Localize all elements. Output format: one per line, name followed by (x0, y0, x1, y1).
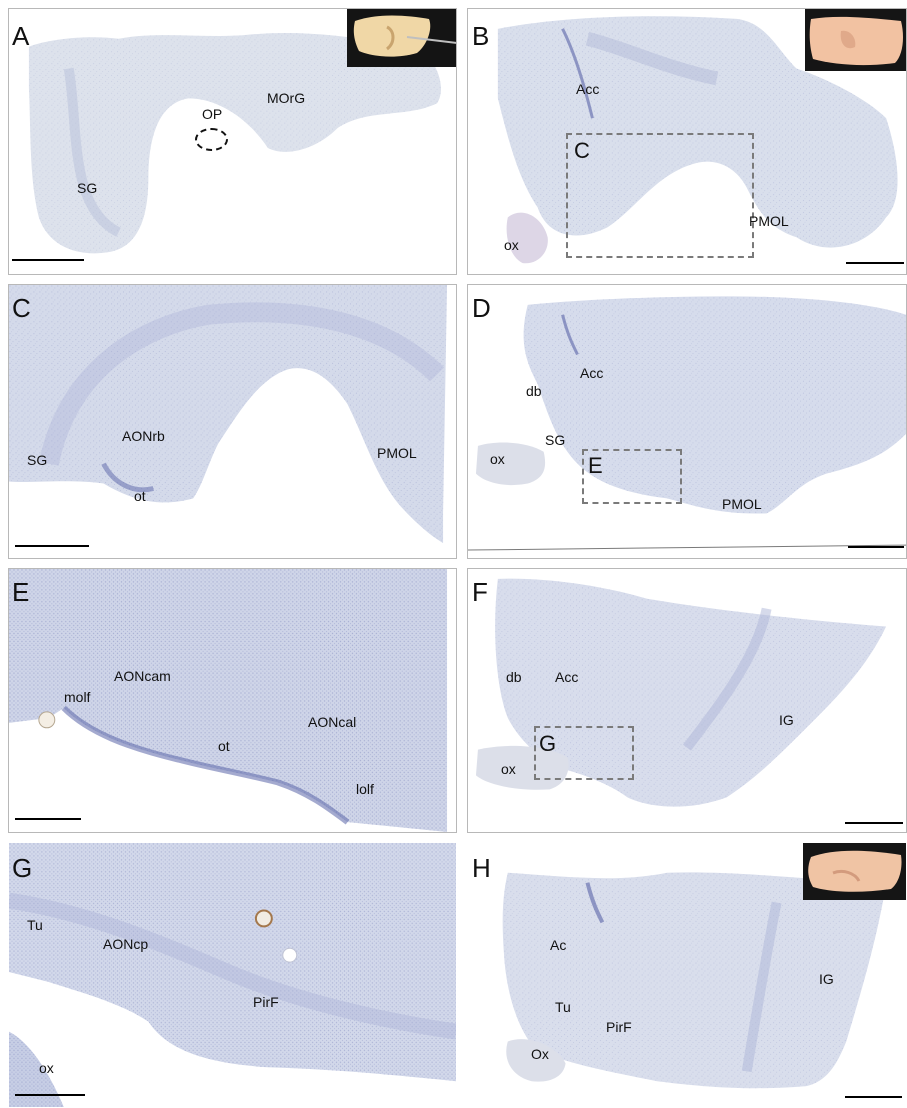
panel-letter-c: C (12, 293, 31, 323)
label-aoncam: AONcam (114, 668, 171, 684)
zoom-box-e (582, 449, 682, 504)
label-sg: SG (545, 432, 566, 448)
scale-bar-f (845, 822, 903, 824)
label-pirf: PirF (606, 1019, 632, 1035)
tissue-section-a (28, 33, 441, 254)
panel-g: G Tu AONcp PirF ox (8, 842, 457, 1108)
zoom-box-g (534, 726, 634, 780)
panel-f: F db Acc IG ox G (467, 568, 907, 833)
scale-bar-a (12, 259, 84, 261)
tissue-section-h (502, 872, 887, 1089)
panel-b: B Acc C PMOL ox (467, 8, 907, 275)
panel-e: E AONcam molf ot AONcal lolf (8, 568, 457, 833)
label-tu: Tu (555, 999, 571, 1015)
label-tu: Tu (27, 917, 43, 933)
label-ot: ot (134, 488, 146, 504)
label-db: db (526, 383, 542, 399)
tissue-section-d (468, 296, 906, 551)
label-aoncp: AONcp (103, 936, 149, 952)
panel-letter-f: F (472, 577, 488, 607)
label-pmol: PMOL (749, 213, 789, 229)
tissue-section-c (9, 285, 448, 544)
scale-bar-e (15, 818, 81, 820)
label-morg: MOrG (267, 90, 306, 106)
label-ox: Ox (531, 1046, 549, 1062)
label-ac: Ac (550, 937, 567, 953)
scale-bar-d (848, 546, 904, 548)
scale-bar-h (845, 1096, 902, 1098)
label-sg: SG (27, 452, 48, 468)
tissue-block-photo-h (803, 843, 906, 900)
tissue-block-photo-a (347, 9, 456, 67)
label-molf: molf (64, 689, 91, 705)
panel-c: C SG AONrb ot PMOL (8, 284, 457, 559)
scale-bar-c (15, 545, 89, 547)
label-ox: ox (501, 761, 516, 777)
label-pmol: PMOL (377, 445, 417, 461)
scale-bar-g (15, 1094, 85, 1096)
zoom-box-c (566, 133, 754, 258)
tissue-section-e (9, 569, 448, 832)
panel-h: H Ac IG Tu PirF Ox (467, 842, 907, 1108)
label-ox: ox (39, 1060, 54, 1076)
panel-letter-e: E (12, 577, 30, 607)
panel-letter-d: D (472, 293, 491, 323)
label-sg: SG (77, 180, 98, 196)
scale-bar-b (846, 262, 904, 264)
label-acc: Acc (555, 669, 579, 685)
label-ig: IG (779, 712, 794, 728)
tissue-section-b (497, 16, 898, 264)
panel-letter-g: G (12, 853, 33, 883)
op-outline (195, 128, 228, 151)
label-ox: ox (490, 451, 505, 467)
label-pirf: PirF (253, 994, 279, 1010)
panel-letter-h: H (472, 853, 491, 883)
panel-letter-a: A (12, 21, 30, 51)
label-ot: ot (218, 738, 230, 754)
label-lolf: lolf (356, 781, 374, 797)
tissue-block-photo-b (805, 9, 906, 71)
zoom-box-label-g: G (539, 731, 557, 756)
label-db: db (506, 669, 522, 685)
tissue-section-f (475, 578, 887, 807)
tissue-section-g (9, 843, 456, 1107)
label-ig: IG (819, 971, 834, 987)
label-pmol: PMOL (722, 496, 762, 512)
panel-d: D db Acc SG ox E PMOL (467, 284, 907, 559)
label-acc: Acc (576, 81, 600, 97)
zoom-box-label-e: E (588, 453, 603, 478)
label-aonrb: AONrb (122, 428, 165, 444)
label-op: OP (202, 106, 223, 122)
zoom-box-label-c: C (574, 138, 590, 163)
panel-letter-b: B (472, 21, 490, 51)
label-acc: Acc (580, 365, 604, 381)
label-aoncal: AONcal (308, 714, 357, 730)
panel-a: A OP MOrG SG (8, 8, 457, 275)
label-ox: ox (504, 237, 519, 253)
